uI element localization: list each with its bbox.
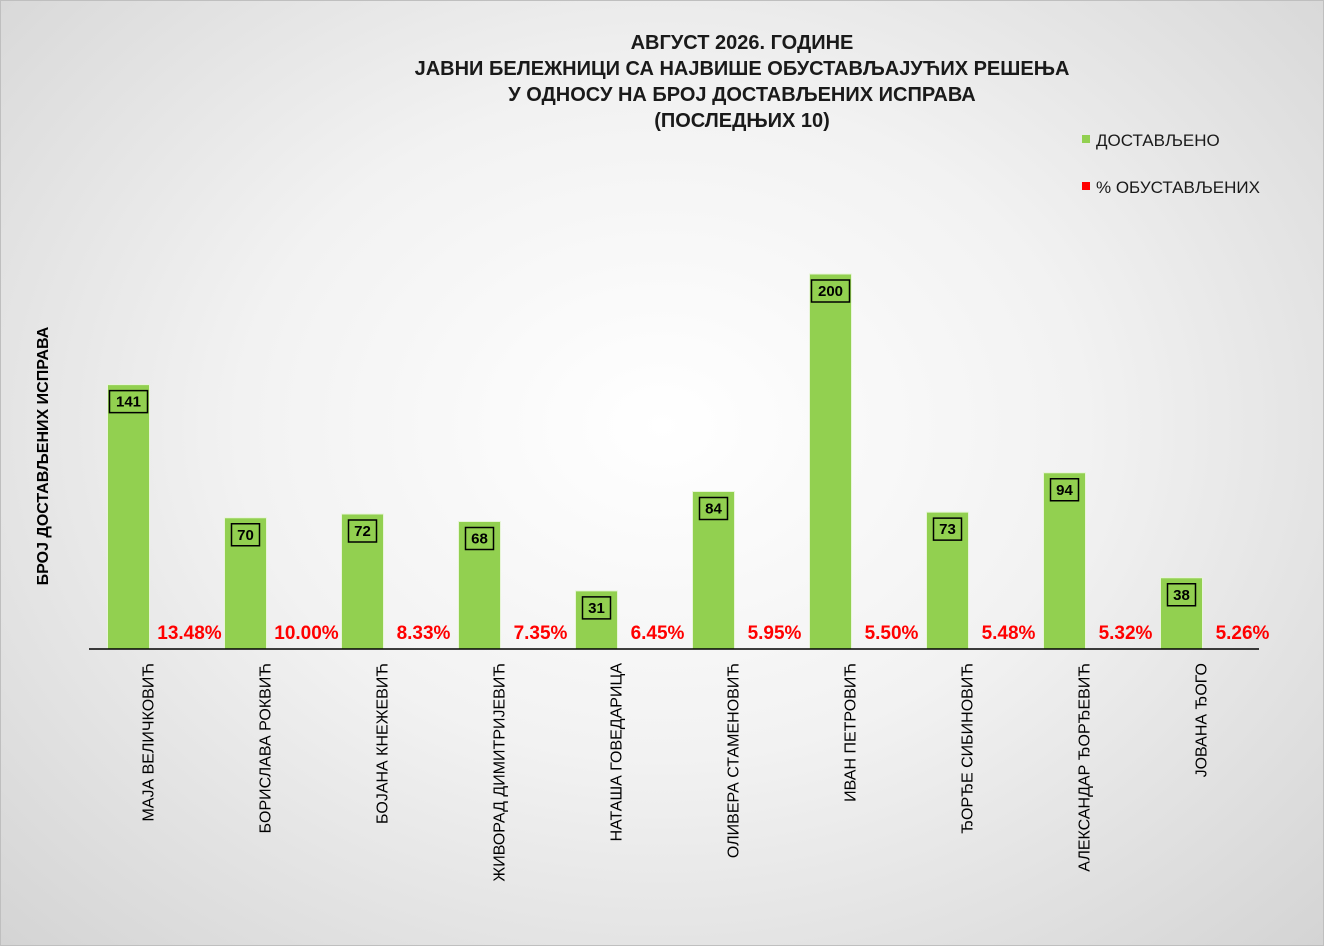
legend-label-delivered: ДОСТАВЉЕНО: [1096, 131, 1220, 150]
bar-value-label: 68: [471, 531, 488, 548]
percent-suspended-label: 5.48%: [982, 623, 1036, 644]
bar-value-box: [347, 519, 378, 543]
bar-value-box: [810, 279, 851, 303]
category-label: БОЈАНА КНЕЖЕВИЋ: [375, 663, 392, 824]
bar-value-label: 200: [818, 283, 843, 300]
title-line-1: АВГУСТ 2026. ГОДИНЕ: [631, 32, 854, 54]
category-label: ЂОРЂЕ СИБИНОВИЋ: [960, 663, 977, 834]
title-line-3: У ОДНОСУ НА БРОЈ ДОСТАВЉЕНИХ ИСПРАВА: [508, 84, 975, 106]
percent-suspended-label: 10.00%: [274, 623, 339, 644]
category-label: АЛЕКСАНДАР ЂОРЂЕВИЋ: [1077, 663, 1094, 872]
category-label: МАЈА ВЕЛИЧКОВИЋ: [141, 663, 158, 822]
category-label: НАТАША ГОВЕДАРИЦА: [609, 663, 626, 842]
bar-value-box: [581, 596, 612, 620]
y-axis-label: БРОЈ ДОСТАВЉЕНИХ ИСПРАВА: [35, 326, 52, 585]
legend-label-suspended-percent: % ОБУСТАВЉЕНИХ: [1096, 178, 1260, 197]
percent-suspended-label: 13.48%: [157, 623, 222, 644]
bar-value-box: [230, 523, 261, 547]
category-label: ИВАН ПЕТРОВИЋ: [843, 663, 860, 802]
bar-value-box: [108, 389, 149, 414]
category-label: ЖИВОРАД ДИМИТРИЈЕВИЋ: [492, 663, 509, 882]
bar-delivered: [809, 273, 852, 650]
bar-delivered: [107, 384, 150, 650]
legend-swatch-suspended-percent: [1082, 182, 1090, 190]
percent-suspended-label: 5.32%: [1099, 623, 1153, 644]
labels-layer: 141 13.48% МАЈА ВЕЛИЧКОВИЋ 70 10.00% БОРИСЛАВ…: [108, 279, 1270, 882]
title-line-2: ЈАВНИ БЕЛЕЖНИЦИ СА НАЈВИШЕ ОБУСТАВЉАЈУЋИ…: [415, 58, 1070, 80]
category-label: БОРИСЛАВА РОКВИЋ: [258, 663, 275, 833]
legend-swatch-delivered: [1082, 135, 1090, 143]
category-label: ОЛИВЕРА СТАМЕНОВИЋ: [726, 663, 743, 858]
percent-suspended-label: 5.95%: [748, 623, 802, 644]
bar-value-box: [932, 517, 963, 541]
bar-value-box: [1166, 583, 1197, 607]
category-label: ЈОВАНА ЂОГО: [1194, 663, 1211, 777]
percent-suspended-label: 7.35%: [514, 623, 568, 644]
bar-value-label: 72: [354, 523, 371, 540]
bar-value-box: [698, 496, 729, 521]
bar-value-label: 94: [1056, 482, 1073, 499]
bars-layer: [107, 273, 1203, 650]
chart-title: АВГУСТ 2026. ГОДИНЕ ЈАВНИ БЕЛЕЖНИЦИ СА Н…: [415, 32, 1070, 132]
legend: ДОСТАВЉЕНО % ОБУСТАВЉЕНИХ: [1082, 131, 1260, 197]
percent-suspended-label: 5.26%: [1216, 623, 1270, 644]
bar-value-label: 73: [939, 521, 956, 538]
bar-value-label: 84: [705, 501, 722, 518]
bar-value-box: [1049, 478, 1080, 502]
bar-value-label: 31: [588, 600, 605, 617]
bar-value-label: 38: [1173, 587, 1190, 604]
title-line-4: (ПОСЛЕДЊИХ 10): [654, 110, 830, 132]
percent-suspended-label: 5.50%: [865, 623, 919, 644]
bar-value-box: [464, 526, 495, 551]
percent-suspended-label: 6.45%: [631, 623, 685, 644]
bar-value-label: 70: [237, 527, 254, 544]
bar-value-label: 141: [116, 394, 141, 411]
percent-suspended-label: 8.33%: [397, 623, 451, 644]
